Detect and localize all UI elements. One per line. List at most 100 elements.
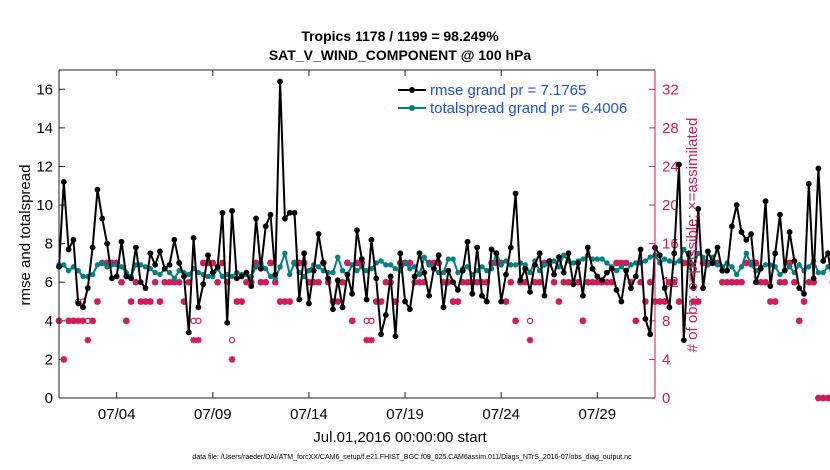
- obs-assimilated-marker: [151, 278, 159, 286]
- rmse-marker: [306, 300, 312, 307]
- totalspread-marker: [512, 262, 519, 268]
- rmse-marker: [89, 244, 96, 251]
- y-tick-label: 4: [45, 313, 53, 330]
- rmse-marker: [363, 296, 370, 303]
- rmse-marker: [628, 285, 634, 291]
- rmse-marker: [604, 269, 610, 276]
- obs-assimilated-marker: [382, 278, 390, 286]
- y2-tick-label: 32: [662, 81, 679, 98]
- totalspread-marker: [734, 271, 740, 278]
- obs-assimilated-marker: [579, 317, 587, 325]
- rmse-marker: [113, 273, 120, 280]
- obs-assimilated-marker: [584, 278, 592, 286]
- obs-assimilated-marker: [680, 259, 688, 267]
- obs-assimilated-marker: [199, 259, 207, 267]
- y2-axis-label: # of obs: o=possible; ×=assimilated: [684, 118, 701, 353]
- obs-assimilated-marker: [94, 298, 101, 305]
- obs-assimilated-marker: [89, 317, 96, 325]
- obs-assimilated-marker: [142, 298, 149, 305]
- rmse-marker: [656, 252, 663, 259]
- obs-assimilated-marker: [271, 278, 279, 286]
- totalspread-marker: [661, 256, 668, 262]
- totalspread-marker: [729, 264, 735, 270]
- rmse-marker: [195, 304, 202, 311]
- x-tick-label: 07/24: [482, 406, 520, 423]
- rmse-marker: [546, 258, 553, 264]
- obs-assimilated-marker: [137, 298, 145, 305]
- rmse-marker: [397, 250, 404, 257]
- rmse-marker: [714, 244, 721, 251]
- rmse-marker: [531, 261, 538, 268]
- x-tick-label: 07/19: [386, 406, 424, 423]
- obs-assimilated-marker: [488, 259, 495, 267]
- totalspread-marker: [104, 264, 110, 270]
- totalspread-marker: [262, 266, 269, 272]
- totalspread-marker: [219, 273, 226, 280]
- rmse-marker: [152, 261, 159, 268]
- totalspread-marker: [392, 266, 399, 272]
- rmse-marker: [65, 246, 72, 253]
- rmse-marker: [229, 207, 235, 214]
- obs-assimilated-marker: [65, 317, 72, 325]
- totalspread-marker: [61, 262, 67, 268]
- x-tick-label: 07/29: [579, 406, 617, 423]
- obs-assimilated-marker: [781, 278, 789, 286]
- totalspread-marker: [450, 256, 456, 262]
- rmse-marker: [680, 337, 687, 344]
- totalspread-marker: [335, 254, 341, 260]
- totalspread-marker: [570, 260, 576, 266]
- obs-assimilated-marker: [305, 278, 313, 286]
- totalspread-marker: [291, 260, 298, 266]
- rmse-marker: [690, 285, 697, 291]
- rmse-marker: [647, 331, 654, 338]
- chart-title: Tropics 1178 / 1199 = 98.249%: [301, 28, 499, 44]
- totalspread-marker: [455, 269, 461, 276]
- totalspread-marker: [229, 273, 235, 280]
- totalspread-marker: [378, 258, 384, 264]
- obs-assimilated-marker: [214, 278, 221, 286]
- totalspread-marker: [354, 267, 360, 274]
- rmse-marker: [810, 275, 817, 282]
- rmse-marker: [147, 250, 154, 257]
- rmse-marker: [291, 209, 298, 216]
- x-axis-label: Jul.01,2016 00:00:00 start: [313, 429, 487, 446]
- obs-assimilated-marker: [819, 394, 827, 402]
- totalspread-marker: [508, 262, 514, 268]
- rmse-marker: [286, 209, 293, 216]
- rmse-marker: [757, 265, 764, 272]
- obs-assimilated-marker: [622, 259, 630, 267]
- totalspread-marker: [152, 269, 158, 276]
- obs-assimilated-marker: [449, 298, 457, 305]
- legend-spread-label: totalspread grand pr = 6.4006: [430, 100, 627, 117]
- rmse-marker: [565, 250, 572, 257]
- rmse-marker: [479, 292, 485, 299]
- rmse-marker: [406, 306, 413, 313]
- obs-assimilated-marker: [690, 298, 697, 305]
- rmse-marker: [637, 246, 644, 253]
- rmse-marker: [805, 180, 812, 187]
- rmse-marker: [402, 298, 408, 305]
- y2-tick-label: 0: [662, 390, 670, 407]
- totalspread-marker: [594, 256, 601, 262]
- totalspread-marker: [89, 271, 96, 278]
- obs-assimilated-marker: [757, 278, 765, 286]
- totalspread-marker: [75, 267, 81, 274]
- rmse-marker: [426, 292, 432, 299]
- totalspread-marker: [580, 256, 586, 262]
- rmse-marker: [161, 265, 168, 272]
- obs-assimilated-marker: [368, 336, 375, 344]
- x-tick-label: 07/04: [98, 406, 136, 423]
- rmse-marker: [253, 215, 259, 222]
- obs-assimilated-marker: [454, 298, 462, 305]
- obs-assimilated-marker: [233, 298, 241, 305]
- rmse-marker: [796, 285, 803, 291]
- rmse-marker: [464, 238, 471, 245]
- rmse-marker: [330, 306, 336, 313]
- rmse-marker: [772, 250, 779, 257]
- obs-assimilated-marker: [550, 278, 558, 286]
- rmse-marker: [243, 269, 250, 276]
- rmse-marker: [724, 267, 730, 274]
- obs-assimilated-marker: [738, 278, 745, 286]
- obs-assimilated-marker: [733, 278, 741, 286]
- totalspread-marker: [306, 267, 312, 274]
